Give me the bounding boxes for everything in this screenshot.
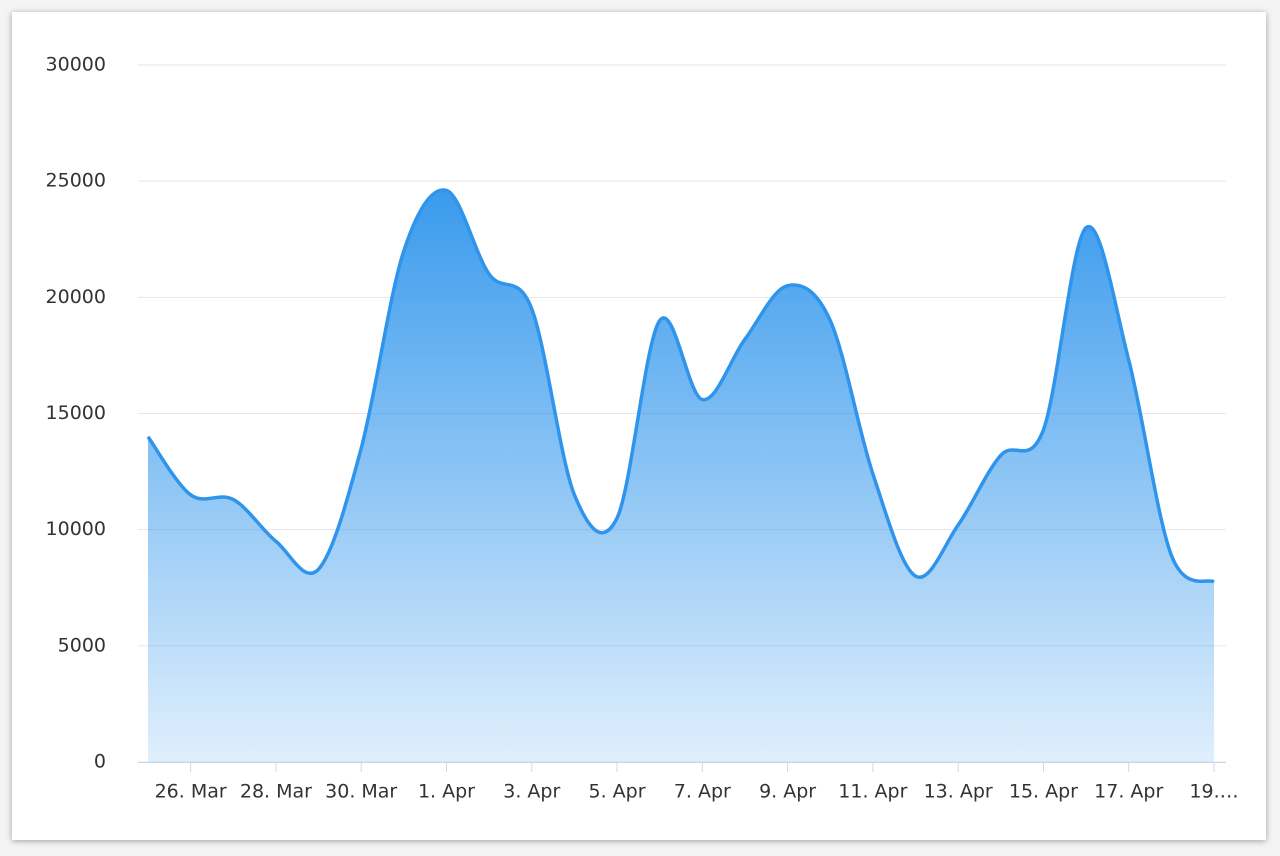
y-tick-label: 15000 [46,402,106,424]
x-tick-label: 7. Apr [674,781,731,803]
x-tick-label: 26. Mar [155,781,227,803]
area-line [146,188,1215,584]
x-tick-label: 3. Apr [503,781,560,803]
x-tick-label: 17. Apr [1094,781,1163,803]
x-tick-label: 30. Mar [325,781,397,803]
x-tick-label: 19.… [1189,781,1238,803]
y-tick-label: 5000 [58,634,106,656]
y-tick-label: 30000 [46,54,106,76]
y-tick-label: 0 [94,751,106,773]
x-tick-label: 11. Apr [838,781,907,803]
y-tick-label: 25000 [46,170,106,192]
x-tick-label: 28. Mar [240,781,312,803]
x-tick-label: 15. Apr [1009,781,1078,803]
x-tick-label: 1. Apr [418,781,475,803]
y-tick-label: 10000 [46,518,106,540]
x-tick-label: 9. Apr [759,781,816,803]
x-tick-label: 13. Apr [924,781,993,803]
x-tick-label: 5. Apr [589,781,646,803]
area-fill [148,190,1214,763]
y-tick-label: 20000 [46,286,106,308]
